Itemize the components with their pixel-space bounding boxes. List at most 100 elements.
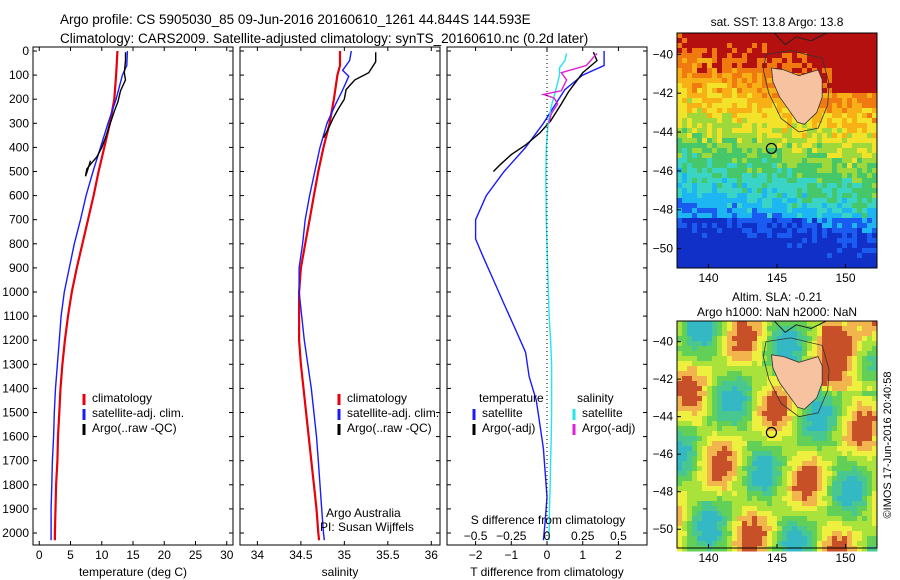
sla-map-cell (847, 361, 853, 367)
sla-map-cell (742, 536, 748, 542)
sst-map-cell (702, 113, 708, 119)
sla-map-cell (737, 466, 743, 472)
sst-map-cell (872, 153, 878, 159)
sst-map-cell (692, 63, 698, 69)
sst-map-cell (847, 198, 853, 204)
sst-map-cell (777, 163, 783, 169)
sst-map-cell (852, 88, 858, 94)
sst-map-cell (727, 258, 733, 264)
depth-tick-label: 1700 (2, 454, 29, 468)
sst-map-cell (832, 38, 838, 44)
sst-map-cell (782, 43, 788, 49)
sst-map-cell (772, 53, 778, 59)
sla-map-cell (777, 336, 783, 342)
sla-map-cell (847, 346, 853, 352)
sla-map-cell (727, 431, 733, 437)
sla-map-cell (687, 426, 693, 432)
sst-map-cell (752, 228, 758, 234)
sst-map-cell (872, 103, 878, 109)
sla-map-cell (792, 471, 798, 477)
sst-map-cell (757, 173, 763, 179)
sst-map-cell (762, 48, 768, 54)
sla-map-cell (707, 511, 713, 517)
sla-map-cell (747, 426, 753, 432)
sst-map-cell (797, 158, 803, 164)
sst-map-cell (717, 113, 723, 119)
sla-map-cell (682, 371, 688, 377)
sla-map-cell (792, 431, 798, 437)
sst-map-cell (677, 93, 683, 99)
sst-map-cell (727, 218, 733, 224)
sst-map-cell (722, 183, 728, 189)
sst-map-cell (842, 53, 848, 59)
sst-map-cell (767, 128, 773, 134)
sst-map-cell (747, 63, 753, 69)
sst-map-cell (687, 33, 693, 39)
sla-map-cell (867, 321, 873, 327)
sla-map-cell (702, 361, 708, 367)
sla-map-cell (722, 386, 728, 392)
sla-map-cell (777, 541, 783, 547)
sla-map-cell (777, 446, 783, 452)
sst-map-cell (692, 83, 698, 89)
sst-map-cell (822, 88, 828, 94)
sst-map-cell (732, 178, 738, 184)
sst-map-cell (852, 98, 858, 104)
sst-map-cell (732, 223, 738, 229)
sla-map-cell (752, 376, 758, 382)
sst-map-cell (747, 73, 753, 79)
sst-map-cell (762, 113, 768, 119)
sla-map-cell (732, 436, 738, 442)
depth-tick-label: 1100 (3, 309, 29, 323)
sla-map-cell (737, 376, 743, 382)
sst-map-cell (832, 173, 838, 179)
sst-map-cell (787, 168, 793, 174)
sla-map-cell (757, 351, 763, 357)
sst-map-cell (747, 108, 753, 114)
sst-map-cell (827, 253, 833, 259)
sst-map-cell (692, 188, 698, 194)
sla-map-cell (702, 531, 708, 537)
sst-map-cell (827, 183, 833, 189)
sla-map-cell (812, 346, 818, 352)
sst-map-cell (687, 118, 693, 124)
sst-map-cell (757, 58, 763, 64)
sst-map-cell (852, 263, 858, 269)
sst-map-cell (852, 78, 858, 84)
sst-map-cell (832, 103, 838, 109)
sst-map-cell (717, 243, 723, 249)
sst-map-cell (837, 63, 843, 69)
sla-map-cell (822, 381, 828, 387)
sst-map-cell (792, 48, 798, 54)
sst-map-cell (702, 118, 708, 124)
sla-map-cell (702, 506, 708, 512)
sla-map-cell (827, 331, 833, 337)
sst-map-cell (742, 163, 748, 169)
sst-map-cell (687, 143, 693, 149)
sla-map-cell (722, 331, 728, 337)
sla-map-cell (747, 531, 753, 537)
sst-map-cell (782, 233, 788, 239)
sla-map-cell (792, 331, 798, 337)
sst-map-cell (867, 48, 873, 54)
sst-map-cell (682, 73, 688, 79)
sst-map-cell (702, 133, 708, 139)
sla-map-cell (842, 466, 848, 472)
sla-map-cell (842, 421, 848, 427)
sla-map-cell (787, 496, 793, 502)
sst-map-cell (677, 33, 683, 39)
sla-map-cell (847, 531, 853, 537)
sst-map-cell (837, 43, 843, 49)
sla-map-cell (737, 461, 743, 467)
sst-map-cell (707, 198, 713, 204)
sst-map-cell (687, 123, 693, 129)
sla-map-cell (787, 436, 793, 442)
sla-map-cell (872, 356, 878, 362)
sst-map-cell (712, 138, 718, 144)
sst-map-cell (857, 258, 863, 264)
sst-map-cell (782, 118, 788, 124)
sla-map-cell (687, 461, 693, 467)
sla-map-cell (737, 491, 743, 497)
sla-map-panel: 140 145 150−40−42−44−46−48−50 (653, 320, 878, 565)
sla-map-cell (767, 496, 773, 502)
